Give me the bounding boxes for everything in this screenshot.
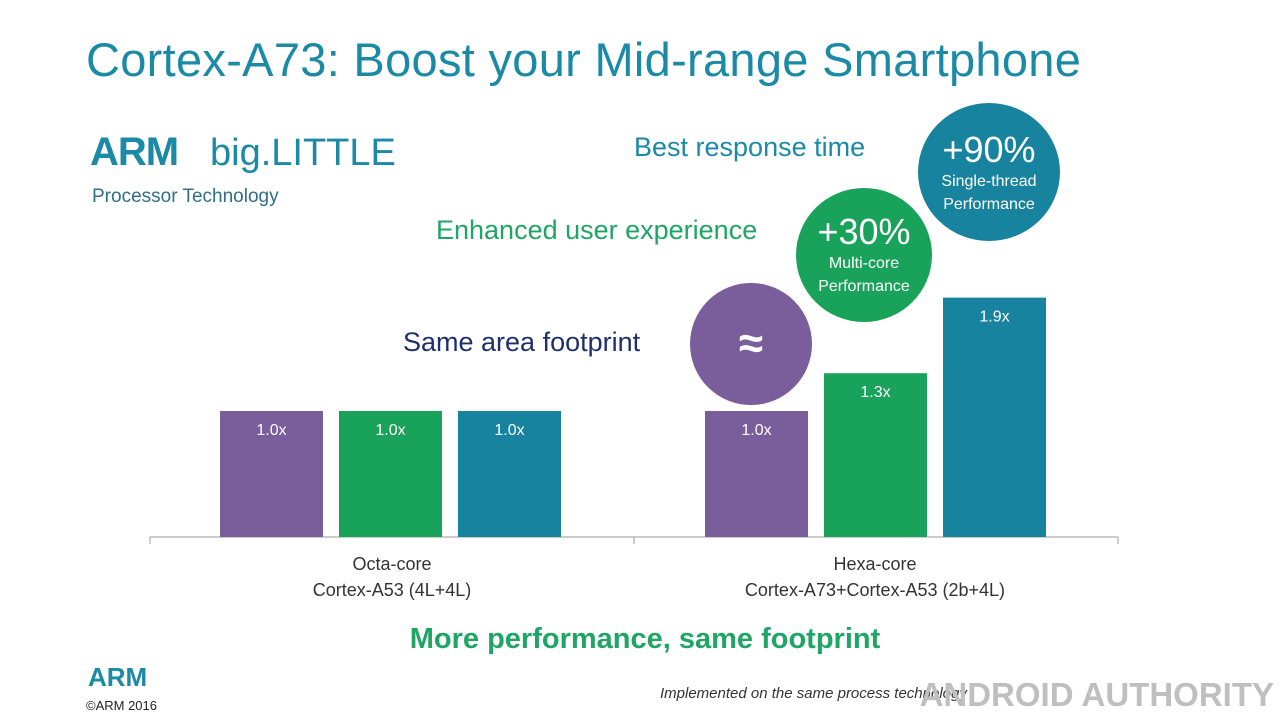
watermark: ANDROID AUTHORITY (919, 676, 1274, 713)
bar-label-1-2: 1.9x (979, 309, 1009, 326)
bubble-single-thread-line2: Performance (943, 196, 1035, 213)
bubble-area: ≈ (690, 283, 812, 405)
bar-0-1 (339, 411, 442, 537)
claim-best-response: Best response time (634, 132, 866, 162)
bubble-single-thread: +90% Single-thread Performance (918, 103, 1060, 241)
bubble-multi-core: +30% Multi-core Performance (796, 188, 932, 322)
bar-label-0-2: 1.0x (494, 422, 524, 439)
bar-1-0 (705, 411, 808, 537)
claim-same-area: Same area footprint (403, 327, 641, 357)
bubble-single-thread-value: +90% (942, 129, 1036, 170)
bar-1-2 (943, 297, 1046, 537)
implemented-note: Implemented on the same process technolo… (660, 685, 967, 702)
claim-enhanced-ux: Enhanced user experience (436, 215, 758, 245)
bar-1-1 (824, 373, 927, 537)
logo-subtitle: Processor Technology (92, 186, 279, 207)
footer-arm-logo: ARM (88, 662, 148, 692)
category-label-0-line1: Octa-core (352, 554, 431, 574)
logo-big-little-text: big.LITTLE (210, 132, 396, 174)
category-label-0-line2: Cortex-A53 (4L+4L) (313, 580, 472, 600)
logo-arm-text: ARM (90, 130, 179, 174)
bubble-multi-core-line2: Performance (818, 278, 910, 295)
copyright: ©ARM 2016 (86, 698, 157, 713)
bar-label-1-0: 1.0x (741, 422, 771, 439)
bubble-single-thread-line1: Single-thread (941, 173, 1037, 190)
arm-big-little-logo: ARM big.LITTLE Processor Technology (90, 130, 410, 212)
bar-0-2 (458, 411, 561, 537)
category-label-1-line1: Hexa-core (833, 554, 916, 574)
footline: More performance, same footprint (409, 623, 881, 655)
slide-title: Cortex-A73: Boost your Mid-range Smartph… (86, 33, 1082, 86)
bubble-multi-core-line1: Multi-core (828, 255, 900, 272)
bar-label-0-0: 1.0x (256, 422, 286, 439)
category-label-1-line2: Cortex-A73+Cortex-A53 (2b+4L) (745, 580, 1005, 600)
bar-label-0-1: 1.0x (375, 422, 405, 439)
bubble-multi-core-value: +30% (817, 211, 911, 252)
bar-0-0 (220, 411, 323, 537)
bar-label-1-1: 1.3x (860, 384, 890, 401)
approx-icon: ≈ (738, 319, 764, 368)
bar-chart: 1.0x 1.0x 1.0x Octa-core Cortex-A53 (4L+4L) 1… (149, 297, 1119, 600)
